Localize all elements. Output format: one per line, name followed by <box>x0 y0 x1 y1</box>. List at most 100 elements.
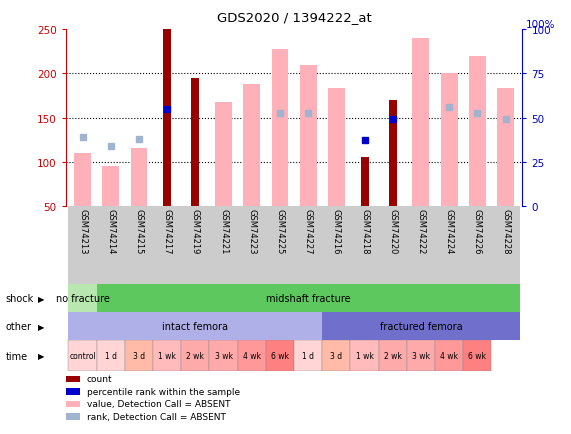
Text: shock: shock <box>6 293 34 303</box>
Bar <box>74 153 91 206</box>
Bar <box>238 206 266 284</box>
Bar <box>322 341 351 371</box>
Bar <box>69 312 322 341</box>
Bar <box>469 57 486 206</box>
Bar <box>294 341 322 371</box>
Bar <box>125 206 153 284</box>
Text: value, Detection Call = ABSENT: value, Detection Call = ABSENT <box>87 400 230 408</box>
Bar <box>492 206 520 284</box>
Text: rank, Detection Call = ABSENT: rank, Detection Call = ABSENT <box>87 412 226 421</box>
Bar <box>271 50 288 206</box>
Bar <box>131 149 147 206</box>
Bar <box>69 341 96 371</box>
Bar <box>389 101 397 206</box>
Bar <box>215 102 232 206</box>
Text: 3 wk: 3 wk <box>215 352 232 360</box>
Bar <box>102 167 119 206</box>
Bar <box>69 206 96 284</box>
Text: 2 wk: 2 wk <box>187 352 204 360</box>
Bar <box>66 388 79 395</box>
Bar <box>435 341 463 371</box>
Bar <box>412 39 429 206</box>
Text: 3 d: 3 d <box>133 352 145 360</box>
Text: 6 wk: 6 wk <box>468 352 486 360</box>
Bar <box>191 79 199 206</box>
Bar <box>379 206 407 284</box>
Bar <box>361 158 368 206</box>
Bar <box>379 341 407 371</box>
Bar <box>294 206 322 284</box>
Text: GSM74223: GSM74223 <box>247 208 256 254</box>
Text: 1 wk: 1 wk <box>356 352 373 360</box>
Bar <box>163 30 171 206</box>
Bar <box>181 341 210 371</box>
Text: GSM74216: GSM74216 <box>332 208 341 254</box>
Text: 100%: 100% <box>525 20 555 30</box>
Text: 3 d: 3 d <box>330 352 343 360</box>
Bar <box>407 206 435 284</box>
Bar <box>243 85 260 206</box>
Text: other: other <box>6 322 32 332</box>
Text: 1 d: 1 d <box>105 352 117 360</box>
Text: 6 wk: 6 wk <box>271 352 289 360</box>
Bar <box>266 206 294 284</box>
Text: GSM74217: GSM74217 <box>163 208 172 254</box>
Bar <box>463 341 492 371</box>
Bar <box>322 312 520 341</box>
Text: ▶: ▶ <box>38 352 45 360</box>
Bar <box>351 341 379 371</box>
Text: 2 wk: 2 wk <box>384 352 401 360</box>
Text: GDS2020 / 1394222_at: GDS2020 / 1394222_at <box>216 11 372 24</box>
Text: ▶: ▶ <box>38 322 45 331</box>
Text: GSM74224: GSM74224 <box>445 208 453 254</box>
Text: GSM74213: GSM74213 <box>78 208 87 254</box>
Bar <box>66 413 79 420</box>
Bar <box>66 401 79 407</box>
Bar <box>153 206 181 284</box>
Text: GSM74214: GSM74214 <box>106 208 115 254</box>
Text: GSM74221: GSM74221 <box>219 208 228 254</box>
Text: 1 d: 1 d <box>302 352 314 360</box>
Bar <box>66 376 79 382</box>
Bar <box>351 206 379 284</box>
Bar <box>266 341 294 371</box>
Text: GSM74228: GSM74228 <box>501 208 510 254</box>
Bar <box>238 341 266 371</box>
Bar <box>322 206 351 284</box>
Text: 4 wk: 4 wk <box>243 352 261 360</box>
Text: 1 wk: 1 wk <box>158 352 176 360</box>
Text: GSM74218: GSM74218 <box>360 208 369 254</box>
Text: percentile rank within the sample: percentile rank within the sample <box>87 387 240 396</box>
Bar <box>69 284 96 312</box>
Text: GSM74215: GSM74215 <box>135 208 143 254</box>
Text: count: count <box>87 375 112 384</box>
Bar <box>435 206 463 284</box>
Text: fractured femora: fractured femora <box>380 322 463 332</box>
Bar <box>441 74 457 206</box>
Bar <box>210 206 238 284</box>
Bar <box>407 341 435 371</box>
Text: GSM74225: GSM74225 <box>275 208 284 254</box>
Bar <box>497 89 514 206</box>
Bar <box>96 206 125 284</box>
Bar <box>463 206 492 284</box>
Text: GSM74227: GSM74227 <box>304 208 313 254</box>
Text: no fracture: no fracture <box>55 293 110 303</box>
Bar <box>210 341 238 371</box>
Text: GSM74222: GSM74222 <box>416 208 425 254</box>
Text: 4 wk: 4 wk <box>440 352 458 360</box>
Text: control: control <box>69 352 96 360</box>
Bar <box>300 66 317 206</box>
Bar <box>181 206 210 284</box>
Bar <box>125 341 153 371</box>
Text: midshaft fracture: midshaft fracture <box>266 293 351 303</box>
Bar <box>96 341 125 371</box>
Bar <box>328 89 345 206</box>
Text: 3 wk: 3 wk <box>412 352 430 360</box>
Text: ▶: ▶ <box>38 294 45 303</box>
Text: time: time <box>6 351 28 361</box>
Text: GSM74226: GSM74226 <box>473 208 482 254</box>
Text: GSM74220: GSM74220 <box>388 208 397 254</box>
Text: GSM74219: GSM74219 <box>191 208 200 254</box>
Bar <box>153 341 181 371</box>
